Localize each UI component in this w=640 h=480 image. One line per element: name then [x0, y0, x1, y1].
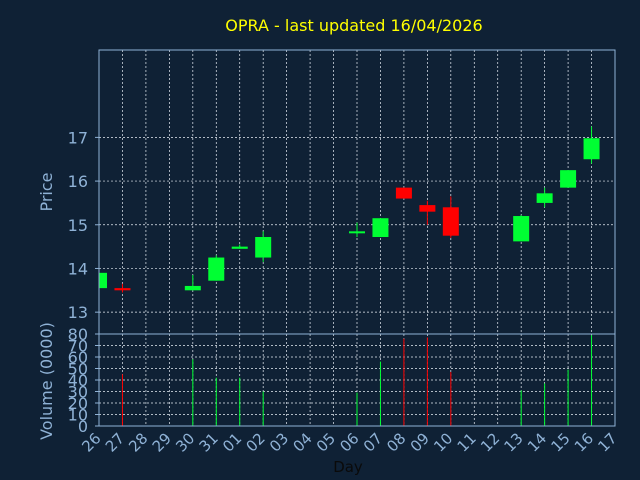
candle-body	[184, 285, 201, 291]
price-tick-labels: 13 14 15 16 17	[68, 128, 99, 322]
candle-16	[583, 126, 600, 164]
chart-title: OPRA - last updated 16/04/2026	[225, 16, 482, 35]
volume-tick-label: 50	[68, 360, 88, 379]
volume-bars	[121, 335, 593, 426]
volume-tick-label: 40	[68, 371, 88, 390]
candle-body	[395, 187, 412, 199]
candle-01	[231, 244, 248, 249]
candle-30	[184, 275, 201, 291]
candle-07	[372, 218, 389, 238]
candle-31	[208, 255, 225, 281]
price-tick-label: 17	[68, 128, 88, 147]
candle-27	[114, 283, 131, 293]
candle-body	[114, 288, 131, 291]
candle-body	[442, 207, 459, 236]
x-tick-labels: 2627282930310102030405060708091011121314…	[78, 429, 620, 455]
candle-body	[349, 231, 365, 234]
price-tick-label: 15	[68, 216, 88, 235]
candle-15	[560, 170, 577, 188]
candle-09	[419, 200, 436, 225]
price-tick-label: 16	[68, 172, 88, 191]
volume-tick-label: 0	[78, 417, 88, 436]
candle-body	[99, 272, 107, 289]
price-tick-label: 14	[68, 259, 88, 278]
candle-body	[583, 138, 600, 160]
volume-tick-label: 60	[68, 348, 88, 367]
candle-02	[255, 231, 272, 262]
candle-body	[536, 193, 553, 203]
volume-tick-label: 10	[68, 406, 88, 425]
x-axis-label: Day	[333, 458, 363, 476]
price-tick-label: 13	[68, 303, 88, 322]
price-axis-label: Price	[37, 172, 56, 211]
candle-body	[231, 246, 248, 249]
volume-tick-label: 70	[68, 337, 88, 356]
candle-body	[372, 218, 389, 238]
volume-axis-label: Volume (0000)	[37, 322, 56, 440]
candles	[98, 126, 600, 293]
candle-body	[208, 257, 225, 281]
volume-tick-label: 80	[68, 325, 88, 344]
candle-body	[255, 237, 272, 258]
candle-body	[513, 216, 530, 242]
candle-body	[560, 170, 577, 188]
candle-body	[419, 205, 436, 212]
volume-tick-label: 20	[68, 394, 88, 413]
candle-14	[536, 187, 553, 208]
candle-26	[98, 270, 107, 291]
volume-tick-label: 30	[68, 383, 88, 402]
candle-13	[513, 215, 530, 242]
candle-08	[395, 187, 412, 199]
candle-10	[442, 196, 459, 238]
candle-06	[349, 222, 365, 238]
